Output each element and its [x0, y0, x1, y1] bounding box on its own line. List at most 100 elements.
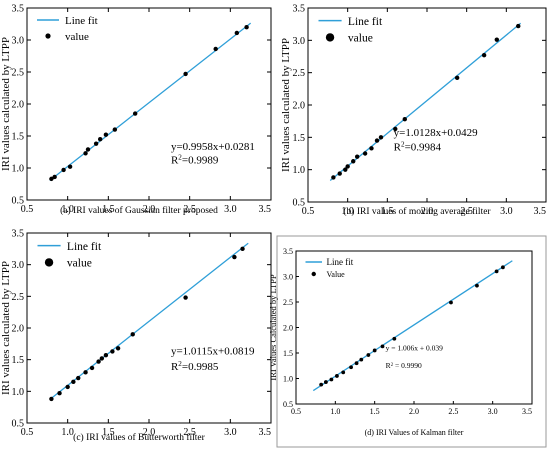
legend-point-swatch: [44, 258, 54, 267]
fit-line: [49, 22, 252, 182]
panel-frame: [276, 235, 547, 448]
y-tick-label: 2.5: [283, 298, 293, 307]
data-point: [362, 151, 368, 156]
x-tick-label: 1.0: [330, 407, 340, 416]
panel-caption: (b) IRI values of moving average filter: [343, 206, 491, 217]
data-point: [351, 159, 356, 164]
legend-fit-label: Line fit: [327, 257, 354, 267]
y-tick-label: 0.5: [12, 196, 25, 207]
x-tick-label: 3.0: [500, 206, 513, 217]
data-point: [110, 349, 115, 354]
data-point: [337, 171, 342, 176]
data-point: [99, 356, 105, 361]
x-tick-label: 2.0: [421, 206, 434, 217]
y-tick-label: 1.0: [12, 387, 25, 398]
x-tick-label: 1.5: [102, 204, 115, 215]
x-tick-label: 3.0: [224, 427, 237, 438]
legend-points-label: value: [65, 31, 89, 43]
x-tick-label: 3.5: [522, 407, 532, 416]
panel-b: 0.5 1.0 1.5 2.0 2.5 3.0 3.5 0.5 1.0 1.5 2.0 2.5 3.0 3…: [280, 4, 547, 217]
legend-point-swatch: [325, 33, 335, 42]
data-point: [98, 137, 103, 142]
legend-fit-label: Line fit: [65, 15, 98, 27]
legend-points-label: Value: [327, 270, 346, 279]
r-squared: R2=0.9984: [394, 141, 442, 154]
plot-area: [307, 7, 547, 203]
y-tick-label: 1.5: [12, 355, 25, 366]
data-point: [71, 379, 76, 385]
y-tick-label: 3.5: [293, 4, 306, 15]
data-point: [374, 138, 380, 143]
data-point: [130, 332, 135, 337]
x-tick-label: 1.5: [102, 427, 115, 438]
panel-d: 0.5 1.0 1.5 2.0 2.5 3.0 3.5 0.5 1.0 1.5 2.0 2.5 3.0 3…: [268, 235, 547, 448]
r-squared-value: =0.9984: [405, 142, 442, 154]
x-tick-label: 0.5: [291, 407, 301, 416]
y-tick-label: 1.0: [283, 374, 293, 383]
x-tick-label: 3.5: [259, 204, 272, 215]
x-tick-label: 3.5: [534, 206, 547, 217]
y-tick-label: 2.0: [293, 101, 306, 112]
y-tick-label: 3.5: [283, 247, 293, 256]
data-point: [57, 391, 62, 396]
y-tick-label: 0.5: [283, 400, 293, 409]
y-tick-label: 3.5: [12, 4, 25, 15]
legend-fit-label: Line fit: [67, 241, 102, 253]
data-point: [83, 370, 88, 375]
data-point: [103, 353, 109, 358]
y-tick-label: 1.0: [12, 164, 25, 175]
data-point: [115, 346, 121, 351]
data-point: [500, 265, 505, 270]
x-tick-label: 3.0: [224, 204, 237, 215]
r-squared: R2=0.9985: [171, 360, 219, 373]
legend-fit-label: Line fit: [348, 16, 383, 28]
fit-equation: y=1.0115x+0.0819: [171, 346, 255, 358]
data-point: [76, 375, 81, 381]
r-squared-exponent: 2: [178, 154, 182, 162]
data-point: [65, 384, 70, 390]
legend-point-swatch: [45, 33, 51, 39]
data-point: [454, 75, 460, 81]
y-tick-label: 0.5: [12, 419, 25, 430]
y-tick-label: 1.0: [293, 165, 306, 176]
y-tick-label: 0.5: [293, 198, 306, 209]
x-tick-label: 1.0: [61, 204, 74, 215]
r-squared-value: =0.9989: [182, 155, 219, 167]
data-point: [354, 154, 360, 159]
x-tick-label: 2.5: [460, 206, 473, 217]
data-point: [335, 374, 339, 378]
panel-caption: (a) IRI values of Gaussian filter propos…: [60, 205, 218, 216]
y-axis-label: IRI values calculated by LTPP: [0, 37, 12, 171]
x-tick-label: 3.0: [488, 407, 498, 416]
r-squared-symbol: R: [394, 142, 402, 154]
legend-points-label: value: [348, 33, 373, 45]
data-point: [96, 359, 101, 364]
data-point: [329, 377, 334, 382]
data-point: [372, 348, 377, 353]
y-tick-label: 2.0: [12, 324, 25, 335]
data-point: [516, 23, 521, 29]
fit-equation: y = 1.006x + 0.039: [386, 343, 443, 352]
x-tick-label: 1.5: [381, 206, 394, 217]
data-point: [83, 151, 88, 156]
r-squared: R2 = 0.9990: [386, 361, 422, 370]
y-axis-label: IRI Values Calculated by LTPP: [268, 274, 278, 381]
data-point: [331, 175, 336, 180]
data-point: [494, 37, 500, 42]
y-tick-label: 1.5: [283, 349, 293, 358]
data-point: [369, 146, 374, 151]
fit-equation: y=0.9958x+0.0281: [171, 141, 255, 153]
data-point: [234, 30, 240, 36]
data-point: [359, 357, 364, 362]
data-point: [49, 396, 54, 402]
x-tick-label: 3.5: [259, 427, 272, 438]
data-point: [132, 111, 138, 116]
fit-equation: y=1.0128x+0.0429: [394, 127, 478, 139]
x-tick-label: 2.5: [448, 407, 458, 416]
legend-point-swatch: [311, 271, 316, 277]
x-tick-label: 2.5: [183, 204, 196, 215]
x-tick-label: 2.0: [143, 427, 156, 438]
data-point: [475, 283, 479, 288]
y-tick-label: 1.5: [293, 133, 306, 144]
